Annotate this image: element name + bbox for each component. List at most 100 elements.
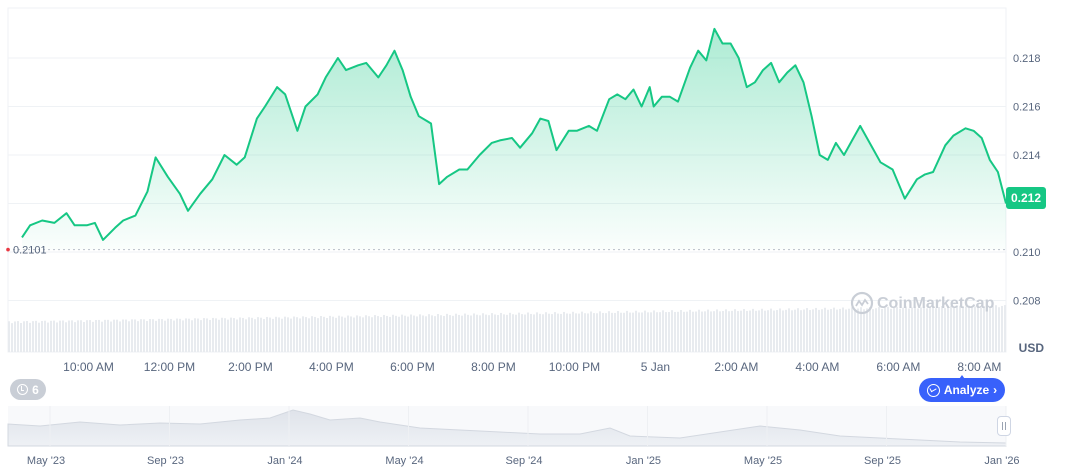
volume-bar bbox=[278, 317, 280, 352]
volume-bar bbox=[56, 322, 58, 352]
volume-bar bbox=[587, 313, 589, 352]
volume-bar bbox=[641, 312, 643, 352]
volume-bar bbox=[428, 314, 430, 352]
price-line[interactable] bbox=[21, 27, 1007, 241]
volume-bar bbox=[47, 322, 49, 352]
volume-bar bbox=[830, 309, 832, 352]
events-badge[interactable]: 6 bbox=[10, 379, 46, 400]
volume-bar bbox=[803, 309, 805, 352]
volume-bar bbox=[104, 319, 106, 352]
volume-bar bbox=[191, 320, 193, 352]
volume-bar bbox=[668, 311, 670, 352]
volume-bar bbox=[719, 311, 721, 352]
volume-bar bbox=[620, 312, 622, 352]
volume-bar bbox=[125, 319, 127, 352]
volume-bars bbox=[8, 305, 1006, 352]
current-price-tag: 0.212 bbox=[1006, 187, 1046, 209]
navigator-area bbox=[7, 409, 1007, 447]
volume-bar bbox=[38, 322, 40, 352]
volume-bar bbox=[446, 313, 448, 352]
volume-bar bbox=[743, 309, 745, 352]
volume-bar bbox=[353, 317, 355, 352]
volume-bar bbox=[479, 315, 481, 352]
volume-bar bbox=[287, 317, 289, 352]
volume-bar bbox=[503, 314, 505, 352]
analyze-button[interactable]: Analyze › bbox=[919, 378, 1005, 402]
volume-bar bbox=[17, 321, 19, 352]
volume-bar bbox=[383, 314, 385, 352]
volume-bar bbox=[623, 312, 625, 352]
range-navigator[interactable]: May '23 Sep '23 Jan '24 May '24 Sep '24 Jan '… bbox=[7, 375, 1020, 467]
volume-bar bbox=[749, 310, 751, 352]
volume-bar bbox=[494, 314, 496, 352]
volume-bar bbox=[320, 316, 322, 352]
volume-bar bbox=[821, 309, 823, 352]
volume-bar bbox=[359, 316, 361, 352]
volume-bar bbox=[299, 318, 301, 352]
volume-bar bbox=[617, 311, 619, 352]
volume-bar bbox=[545, 312, 547, 352]
volume-bar bbox=[521, 314, 523, 352]
reference-dot bbox=[6, 247, 10, 252]
volume-bar bbox=[800, 310, 802, 352]
volume-bar bbox=[1004, 305, 1006, 352]
volume-bar bbox=[596, 313, 598, 352]
volume-bar bbox=[65, 322, 67, 352]
volume-bar bbox=[146, 320, 148, 352]
volume-bar bbox=[350, 316, 352, 352]
analyze-label: Analyze bbox=[943, 383, 990, 397]
volume-bar bbox=[761, 308, 763, 352]
volume-bar bbox=[284, 316, 286, 352]
volume-bar bbox=[791, 310, 793, 352]
volume-bar bbox=[476, 314, 478, 352]
volume-bar bbox=[14, 321, 16, 352]
volume-bar bbox=[557, 313, 559, 352]
volume-bar bbox=[689, 309, 691, 352]
volume-bar bbox=[734, 309, 736, 352]
volume-bar bbox=[341, 316, 343, 352]
volume-bar bbox=[35, 320, 37, 352]
volume-bar bbox=[875, 308, 877, 352]
volume-bar bbox=[899, 308, 901, 352]
x-tick-label: 10:00 PM bbox=[549, 360, 600, 374]
volume-bar bbox=[584, 313, 586, 352]
volume-bar bbox=[365, 315, 367, 352]
volume-bar bbox=[401, 314, 403, 352]
volume-bar bbox=[485, 314, 487, 352]
volume-bar bbox=[44, 320, 46, 352]
x-tick-label: 4:00 AM bbox=[795, 360, 839, 374]
volume-bar bbox=[101, 321, 103, 352]
volume-bar bbox=[155, 320, 157, 352]
volume-bar bbox=[926, 308, 928, 352]
volume-bar bbox=[989, 307, 991, 352]
volume-bar bbox=[467, 314, 469, 352]
volume-bar bbox=[134, 319, 136, 352]
volume-bar bbox=[977, 305, 979, 352]
volume-bar bbox=[923, 306, 925, 352]
volume-bar bbox=[137, 321, 139, 352]
volume-bar bbox=[272, 318, 274, 352]
navigator-handle[interactable] bbox=[997, 416, 1011, 436]
volume-bar bbox=[305, 317, 307, 352]
volume-bar bbox=[755, 310, 757, 352]
volume-bar bbox=[329, 315, 331, 352]
volume-bar bbox=[194, 318, 196, 352]
volume-bar bbox=[524, 314, 526, 352]
volume-bar bbox=[695, 311, 697, 352]
volume-bar bbox=[80, 320, 82, 352]
volume-bar bbox=[950, 305, 952, 352]
volume-bar bbox=[227, 319, 229, 352]
volume-bar bbox=[980, 307, 982, 352]
volume-bar bbox=[776, 310, 778, 352]
navigator-label: Sep '25 bbox=[864, 455, 901, 467]
current-price-label: 0.212 bbox=[1011, 191, 1041, 205]
volume-bar bbox=[833, 307, 835, 352]
volume-bar bbox=[20, 322, 22, 352]
volume-bar bbox=[167, 318, 169, 352]
volume-bar bbox=[266, 316, 268, 352]
volume-bar bbox=[860, 307, 862, 352]
volume-bar bbox=[332, 316, 334, 352]
reference-price-label: 0.2101 bbox=[13, 245, 47, 257]
